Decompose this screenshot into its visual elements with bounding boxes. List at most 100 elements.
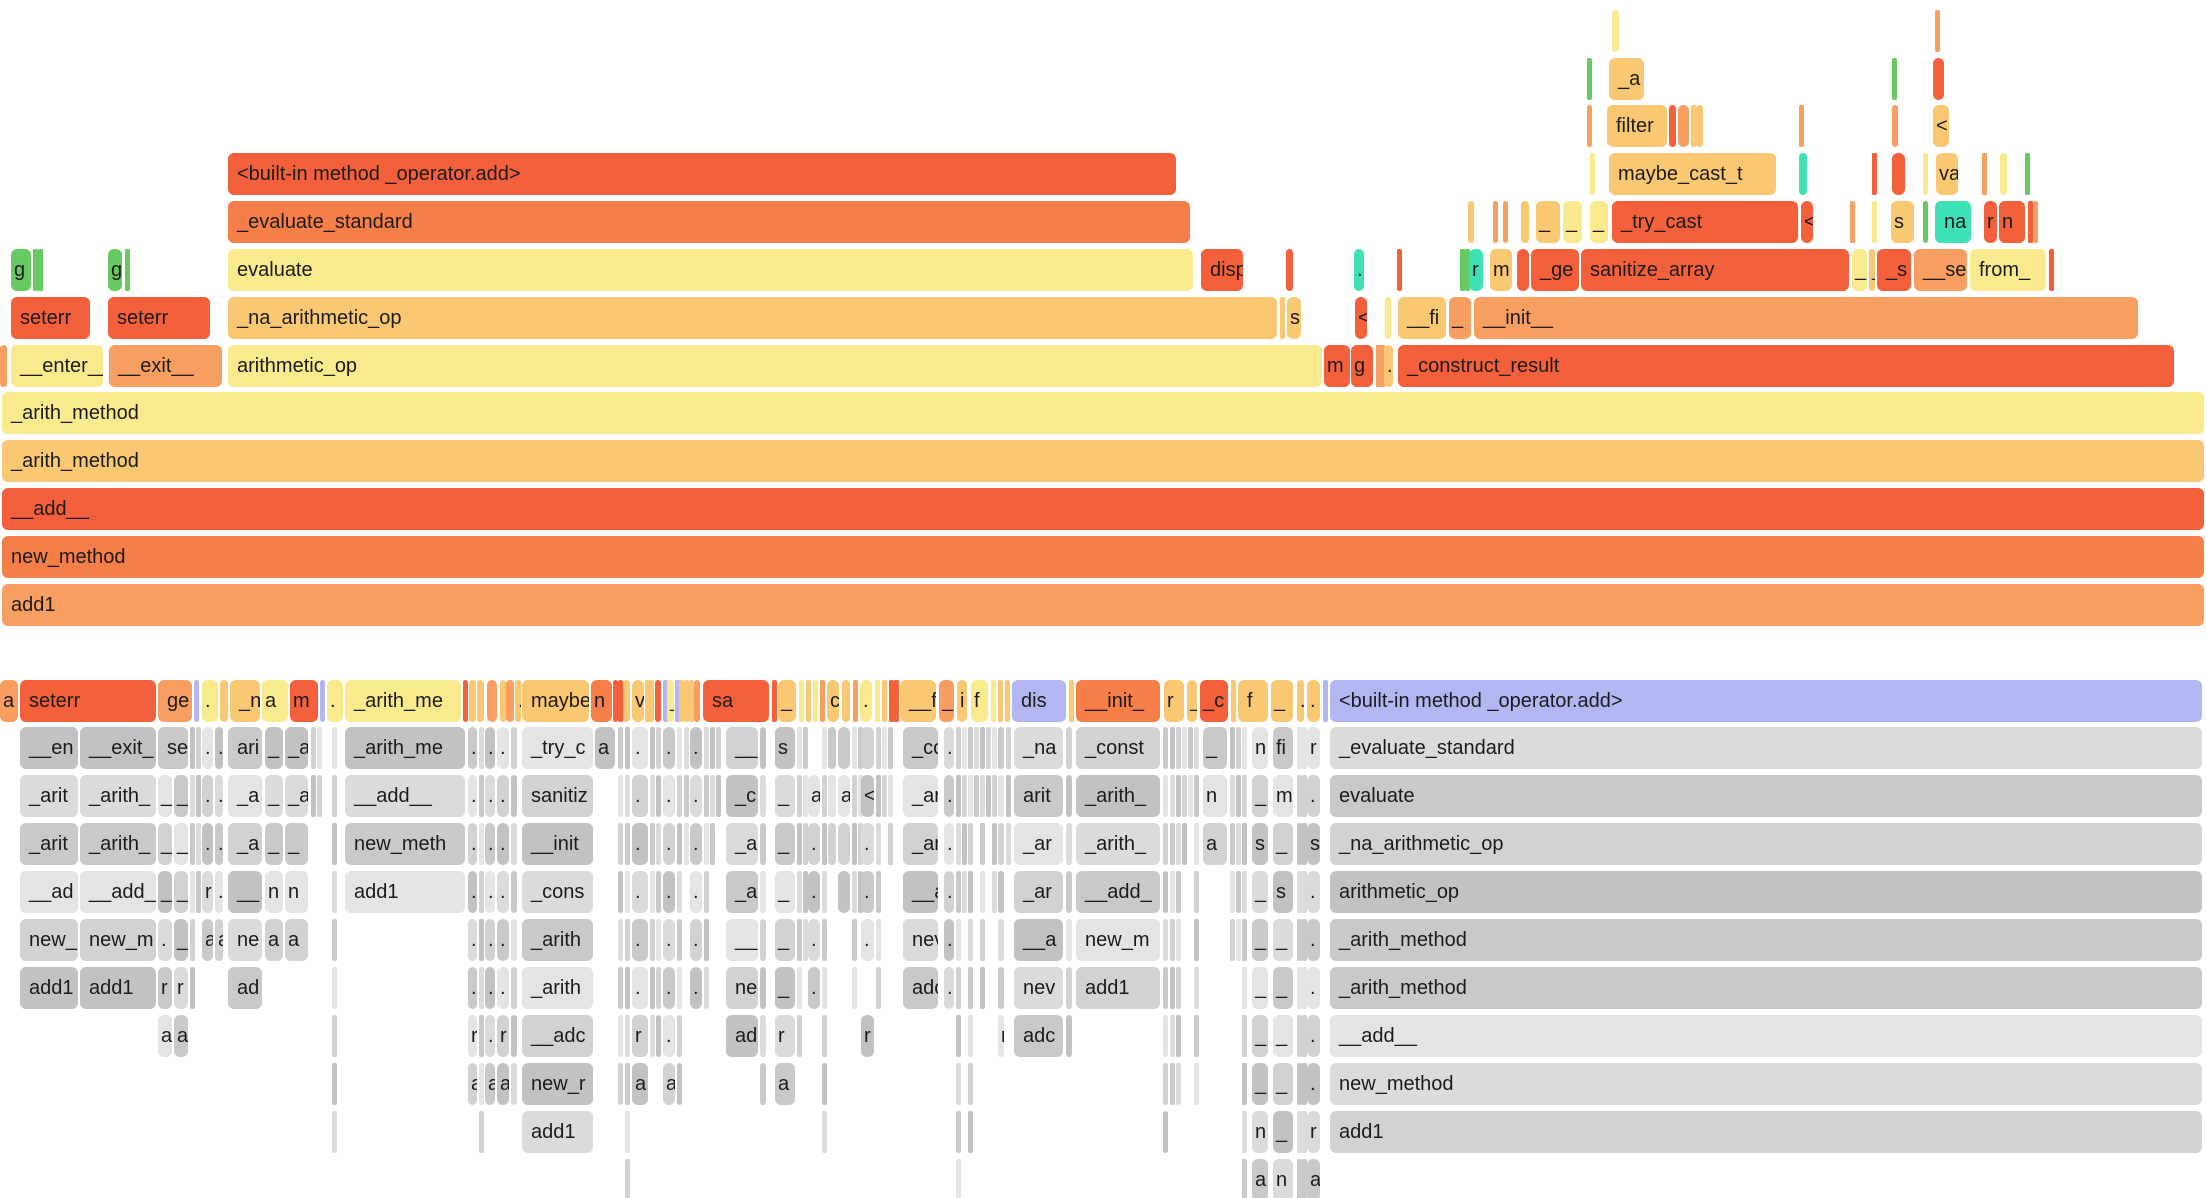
caller-frame[interactable] — [838, 871, 850, 913]
caller-frame[interactable] — [968, 823, 973, 865]
flame-frame[interactable]: _try_cast — [1612, 201, 1798, 243]
caller-frame[interactable] — [618, 727, 623, 769]
caller-frame[interactable] — [956, 727, 961, 769]
flame-frame[interactable]: m — [1324, 345, 1350, 387]
caller-frame[interactable] — [852, 823, 857, 865]
caller-frame[interactable]: . — [215, 871, 223, 913]
flame-frame[interactable]: g — [11, 249, 31, 291]
caller-frame[interactable] — [1176, 1063, 1181, 1105]
caller-frame[interactable] — [968, 727, 973, 769]
flame-sliver[interactable] — [1691, 105, 1696, 147]
caller-frame[interactable]: . — [663, 967, 675, 1009]
flame-sliver[interactable] — [2033, 201, 2038, 243]
flame-frame[interactable]: s — [1287, 297, 1301, 339]
caller-frame[interactable] — [1302, 919, 1307, 961]
caller-frame[interactable] — [822, 1015, 827, 1057]
caller-frame[interactable]: . — [632, 967, 648, 1009]
caller-frame[interactable] — [888, 727, 893, 769]
selected-frame[interactable] — [1323, 680, 1328, 722]
caller-frame[interactable]: n — [1252, 1111, 1268, 1153]
caller-frame[interactable] — [797, 727, 802, 769]
caller-frame[interactable] — [511, 967, 517, 1009]
caller-frame[interactable] — [998, 967, 1004, 1009]
flame-frame[interactable]: _ — [1536, 201, 1560, 243]
caller-frame[interactable] — [479, 823, 484, 865]
caller-frame[interactable]: . — [202, 823, 213, 865]
caller-frame[interactable] — [980, 919, 985, 961]
caller-frame[interactable]: . — [861, 871, 874, 913]
caller-frame[interactable]: ne — [726, 967, 758, 1009]
flame-frame[interactable]: _arith_method — [2, 392, 2204, 434]
caller-frame[interactable] — [1297, 823, 1302, 865]
selected-frame[interactable] — [320, 680, 325, 722]
caller-frame[interactable]: . — [468, 823, 477, 865]
flame-sliver[interactable] — [1669, 105, 1676, 147]
caller-frame[interactable]: s — [1252, 823, 1268, 865]
flame-frame[interactable]: va — [1936, 153, 1958, 195]
caller-frame[interactable]: se — [158, 727, 188, 769]
caller-frame[interactable]: . — [944, 919, 954, 961]
caller-frame[interactable] — [1297, 871, 1302, 913]
caller-frame[interactable]: add1 — [345, 871, 465, 913]
caller-frame[interactable] — [716, 775, 721, 817]
caller-frame[interactable] — [1194, 871, 1199, 913]
caller-root-frame[interactable] — [894, 680, 899, 722]
caller-frame[interactable] — [656, 775, 661, 817]
caller-frame[interactable]: _ — [265, 727, 283, 769]
caller-frame[interactable]: . — [632, 919, 648, 961]
caller-frame[interactable] — [1302, 967, 1307, 1009]
caller-frame[interactable] — [625, 1015, 630, 1057]
caller-frame[interactable] — [1170, 823, 1175, 865]
caller-frame[interactable] — [998, 919, 1004, 961]
caller-frame[interactable] — [974, 727, 979, 769]
caller-frame[interactable] — [852, 775, 857, 817]
selected-frame[interactable] — [194, 680, 199, 722]
caller-frame[interactable]: _ — [174, 919, 188, 961]
caller-frame[interactable]: . — [497, 919, 509, 961]
caller-frame[interactable] — [1006, 775, 1011, 817]
caller-frame[interactable] — [650, 871, 655, 913]
caller-frame[interactable] — [710, 727, 715, 769]
caller-frame[interactable] — [618, 1063, 623, 1105]
flame-frame[interactable]: _ — [1852, 249, 1867, 291]
caller-frame[interactable]: . — [663, 919, 675, 961]
caller-frame[interactable] — [968, 1063, 973, 1105]
caller-frame[interactable] — [190, 967, 195, 1009]
flame-sliver[interactable] — [1892, 58, 1897, 100]
caller-frame[interactable] — [332, 871, 337, 913]
caller-frame[interactable] — [704, 871, 709, 913]
caller-frame[interactable]: . — [808, 967, 820, 1009]
caller-frame[interactable]: a — [497, 1063, 509, 1105]
caller-frame[interactable] — [797, 967, 802, 1009]
caller-root-frame[interactable]: _ — [939, 680, 954, 722]
caller-frame[interactable]: _a — [285, 775, 308, 817]
caller-root-frame[interactable]: n — [591, 680, 612, 722]
caller-frame[interactable] — [1242, 823, 1247, 865]
caller-frame[interactable]: _ — [158, 823, 172, 865]
caller-frame[interactable] — [1182, 775, 1187, 817]
flame-frame[interactable]: seterr — [11, 297, 90, 339]
flame-frame[interactable]: r — [1469, 249, 1483, 291]
caller-frame[interactable]: a — [808, 775, 820, 817]
caller-frame[interactable] — [1242, 871, 1247, 913]
caller-frame[interactable]: _ — [1252, 967, 1268, 1009]
caller-frame[interactable] — [876, 967, 881, 1009]
caller-frame[interactable]: _ — [1273, 1063, 1293, 1105]
caller-root-frame[interactable]: . — [649, 680, 654, 722]
caller-frame[interactable] — [1163, 1111, 1168, 1153]
caller-frame[interactable]: . — [632, 727, 648, 769]
caller-root-frame[interactable] — [506, 680, 514, 722]
caller-frame[interactable] — [760, 967, 766, 1009]
caller-frame[interactable] — [1182, 823, 1187, 865]
caller-frame[interactable]: _ — [775, 775, 795, 817]
caller-root-frame[interactable] — [463, 680, 468, 722]
caller-frame[interactable]: _ — [1252, 1063, 1268, 1105]
caller-frame[interactable] — [760, 871, 766, 913]
caller-frame[interactable] — [1230, 727, 1235, 769]
caller-root-frame[interactable] — [842, 680, 850, 722]
caller-frame[interactable] — [1302, 1111, 1307, 1153]
caller-frame[interactable] — [986, 775, 991, 817]
caller-root-frame[interactable] — [889, 680, 894, 722]
caller-frame[interactable] — [1194, 727, 1199, 769]
caller-frame[interactable]: _a — [228, 775, 262, 817]
